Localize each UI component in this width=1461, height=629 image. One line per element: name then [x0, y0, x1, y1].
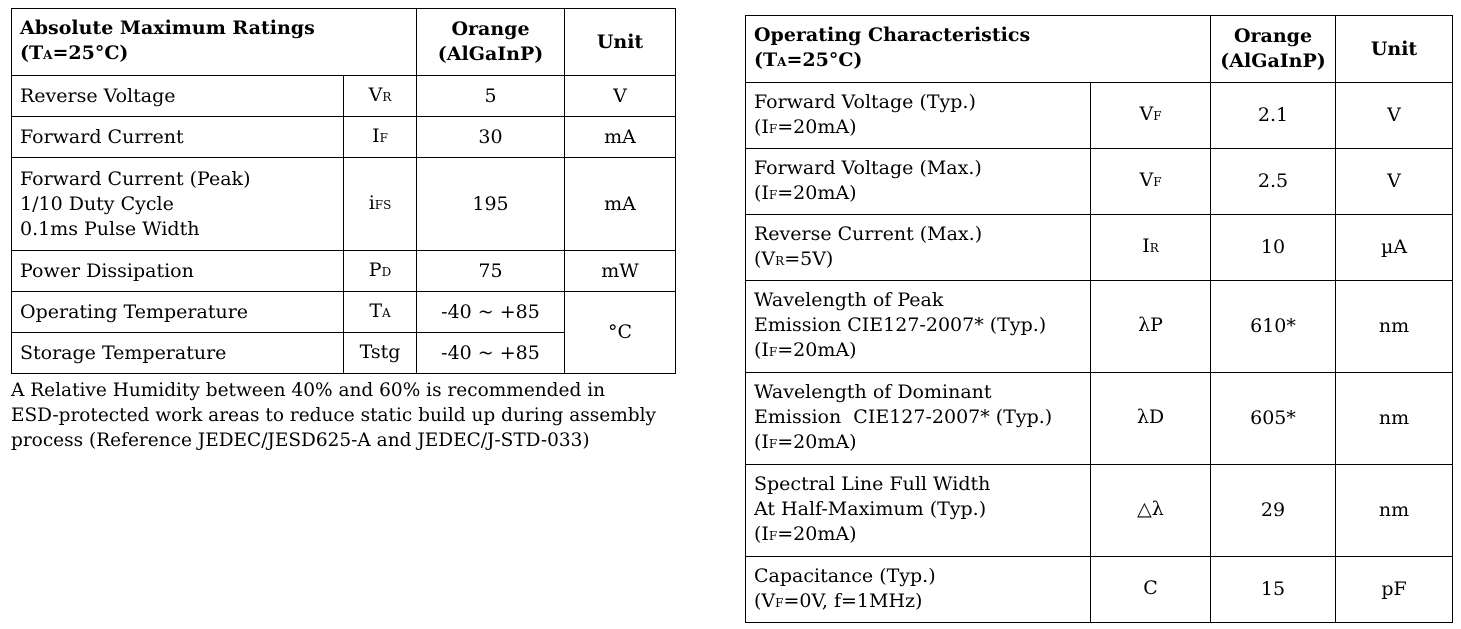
param-cell: Storage Temperature [11, 332, 344, 374]
table-row: Wavelength of Dominant Emission CIE127-2… [745, 372, 1454, 465]
abs-orange-header: Orange (AlGaInP) [416, 8, 566, 76]
symbol-cell: VF [1089, 82, 1212, 149]
unit-cell: µA [1335, 214, 1454, 281]
param-cell: Wavelength of Dominant Emission CIE127-2… [745, 372, 1091, 465]
table-header-row: Absolute Maximum Ratings (TA=25°C) Orang… [10, 8, 677, 76]
value-cell: -40 ~ +85 [416, 332, 566, 374]
symbol-cell: △λ [1089, 464, 1212, 557]
op-orange-header: Orange (AlGaInP) [1210, 15, 1337, 83]
unit-cell: mW [564, 250, 677, 292]
param-cell: Wavelength of Peak Emission CIE127-2007*… [745, 280, 1091, 373]
op-title-cell: Operating Characteristics (TA=25°C) [744, 15, 1212, 83]
symbol-cell: λP [1089, 280, 1212, 373]
param-cell: Forward Voltage (Typ.) (IF=20mA) [745, 82, 1091, 149]
symbol-cell: λD [1089, 372, 1212, 465]
op-title: Operating Characteristics [754, 24, 1031, 46]
symbol-cell: Tstg [342, 332, 418, 374]
value-cell: 195 [416, 157, 566, 251]
param-cell: Reverse Voltage [11, 75, 344, 117]
symbol-cell: PD [342, 250, 418, 292]
absolute-maximum-ratings-table: Absolute Maximum Ratings (TA=25°C) Orang… [10, 8, 677, 374]
unit-cell: °C [564, 291, 677, 374]
value-cell: 75 [416, 250, 566, 292]
symbol-cell: IF [342, 116, 418, 158]
humidity-note: A Relative Humidity between 40% and 60% … [11, 380, 656, 451]
op-unit-header: Unit [1335, 15, 1454, 83]
value-cell: 15 [1210, 556, 1337, 623]
table-header-row: Operating Characteristics (TA=25°C) Oran… [744, 15, 1454, 83]
value-cell: 610* [1210, 280, 1337, 373]
unit-cell: V [1335, 148, 1454, 215]
table-row: Reverse Current (Max.) (VR=5V) IR 10 µA [745, 214, 1454, 281]
symbol-cell: iFS [342, 157, 418, 251]
symbol-cell: VF [1089, 148, 1212, 215]
table-row: Wavelength of Peak Emission CIE127-2007*… [745, 280, 1454, 373]
param-cell: Capacitance (Typ.) (VF=0V, f=1MHz) [745, 556, 1091, 623]
table-row: Forward Voltage (Max.) (IF=20mA) VF 2.5 … [745, 148, 1454, 215]
unit-cell: nm [1335, 280, 1454, 373]
symbol-cell: IR [1089, 214, 1212, 281]
param-cell: Forward Current (Peak) 1/10 Duty Cycle 0.1… [11, 157, 344, 251]
value-cell: 605* [1210, 372, 1337, 465]
unit-cell: nm [1335, 464, 1454, 557]
table-row: Power Dissipation PD 75 mW [11, 250, 677, 292]
table-row: Reverse Voltage VR 5 V [11, 75, 677, 117]
symbol-cell: C [1089, 556, 1212, 623]
table-row: Operating Temperature TA -40 ~ +85 °C [11, 291, 677, 374]
operating-characteristics-table: Operating Characteristics (TA=25°C) Oran… [744, 15, 1454, 623]
abs-title: Absolute Maximum Ratings [20, 17, 315, 39]
value-cell: 5 [416, 75, 566, 117]
abs-title-cell: Absolute Maximum Ratings (TA=25°C) [10, 8, 418, 76]
value-cell: 30 [416, 116, 566, 158]
abs-unit-header: Unit [564, 8, 677, 76]
value-cell: 29 [1210, 464, 1337, 557]
unit-cell: mA [564, 116, 677, 158]
symbol-cell: TA [342, 291, 418, 333]
unit-cell: mA [564, 157, 677, 251]
param-cell: Forward Current [11, 116, 344, 158]
table-row: Capacitance (Typ.) (VF=0V, f=1MHz) C 15 … [745, 556, 1454, 623]
param-cell: Power Dissipation [11, 250, 344, 292]
op-condition: (TA=25°C) [754, 49, 863, 71]
param-cell: Forward Voltage (Max.) (IF=20mA) [745, 148, 1091, 215]
unit-cell: nm [1335, 372, 1454, 465]
table-row: Spectral Line Full Width At Half-Maximum… [745, 464, 1454, 557]
param-cell: Operating Temperature [11, 291, 344, 333]
value-cell: 2.5 [1210, 148, 1337, 215]
value-cell: 2.1 [1210, 82, 1337, 149]
unit-cell: V [1335, 82, 1454, 149]
abs-condition: (TA=25°C) [20, 42, 129, 64]
param-cell: Reverse Current (Max.) (VR=5V) [745, 214, 1091, 281]
unit-cell: pF [1335, 556, 1454, 623]
value-cell: 10 [1210, 214, 1337, 281]
value-cell: -40 ~ +85 [416, 291, 566, 333]
param-cell: Spectral Line Full Width At Half-Maximum… [745, 464, 1091, 557]
table-row: Forward Current (Peak) 1/10 Duty Cycle 0.1… [11, 157, 677, 251]
table-row: Forward Voltage (Typ.) (IF=20mA) VF 2.1 … [745, 82, 1454, 149]
unit-cell: V [564, 75, 677, 117]
symbol-cell: VR [342, 75, 418, 117]
table-row: Storage Temperature Tstg -40 ~ +85 [11, 332, 676, 374]
table-row: Forward Current IF 30 mA [11, 116, 677, 158]
